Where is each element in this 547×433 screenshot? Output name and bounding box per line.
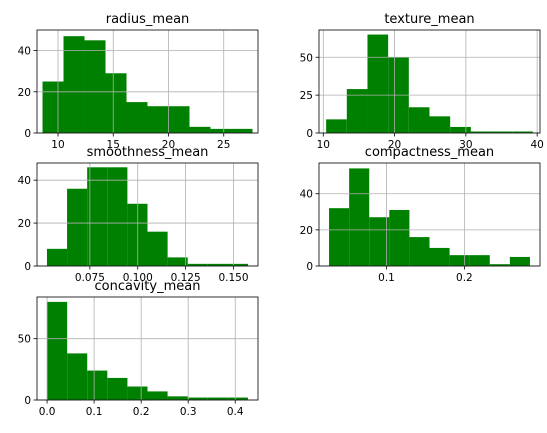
- y-tick-label: 0: [24, 128, 31, 140]
- x-tick-label: 20: [388, 139, 401, 151]
- histogram-bar: [450, 126, 471, 133]
- histogram-bar: [107, 167, 128, 266]
- y-tick-label: 20: [18, 218, 31, 230]
- x-tick-label: 0.100: [123, 272, 153, 284]
- x-tick-label: 40: [530, 139, 543, 151]
- x-tick-label: 0.0: [39, 406, 56, 418]
- histogram-bar: [227, 397, 248, 400]
- y-tick-label: 0: [24, 261, 31, 273]
- subplot-title: concavity_mean: [95, 279, 201, 294]
- y-tick-label: 50: [300, 52, 313, 64]
- histogram-bar: [491, 131, 513, 133]
- histogram-bar: [231, 128, 253, 133]
- y-tick-label: 0: [24, 395, 31, 407]
- y-tick-label: 25: [300, 90, 313, 102]
- histogram-bar: [187, 263, 208, 266]
- histogram-bar: [105, 73, 127, 133]
- histogram-bar: [42, 81, 64, 133]
- subplot-title: smoothness_mean: [87, 145, 209, 160]
- histogram-bar: [346, 89, 368, 133]
- axes-frame: [36, 29, 259, 134]
- histogram-bar: [207, 263, 228, 266]
- x-tick-label: 20: [162, 139, 175, 151]
- subplot-radius_mean: 10 15 20 25 0 20 40 radius_mean: [18, 12, 259, 151]
- histogram-bar: [84, 40, 106, 133]
- y-tick-label: 40: [18, 46, 31, 58]
- x-tick-label: 0.075: [75, 272, 105, 284]
- histogram-bar: [489, 264, 510, 266]
- subplot-title: compactness_mean: [365, 145, 494, 160]
- y-tick-label: 20: [300, 225, 313, 237]
- histogram-bar: [389, 209, 410, 266]
- subplot-texture_mean: 10 20 30 40 0 25 50 texture_mean: [300, 12, 544, 151]
- axes-frame: [318, 162, 541, 267]
- histogram-bar: [429, 116, 451, 133]
- subplot-smoothness_mean: 0.075 0.100 0.125 0.150 0 20 40 smoothness_mean: [18, 145, 259, 284]
- histogram-bar: [126, 102, 148, 133]
- y-tick-label: 0: [306, 261, 313, 273]
- y-tick-label: 0: [306, 128, 313, 140]
- histogram-bar: [227, 263, 249, 266]
- histogram-bar: [127, 386, 148, 400]
- histogram-bar: [187, 397, 208, 400]
- histogram-bar: [147, 391, 168, 400]
- x-tick-label: 0.2: [456, 272, 473, 284]
- histogram-bar: [63, 36, 85, 133]
- histogram-bar: [210, 128, 232, 133]
- x-tick-label: 30: [459, 139, 472, 151]
- histogram-bar: [67, 353, 88, 400]
- x-tick-label: 0.1: [378, 272, 395, 284]
- y-tick-label: 20: [18, 87, 31, 99]
- histogram-bar: [470, 131, 492, 133]
- x-tick-label: 0.4: [227, 406, 244, 418]
- histogram-bar: [512, 131, 533, 133]
- histogram-bar: [369, 217, 390, 266]
- y-tick-label: 50: [18, 334, 31, 346]
- histogram-bar: [349, 168, 370, 266]
- x-tick-label: 0.3: [180, 406, 197, 418]
- axes-frame: [318, 29, 541, 134]
- x-tick-label: 10: [51, 139, 64, 151]
- histogram-bar: [87, 370, 108, 400]
- histogram-bar: [167, 396, 188, 400]
- x-tick-label: 10: [317, 139, 330, 151]
- histogram-bar: [168, 106, 190, 133]
- histogram-bar: [329, 208, 350, 266]
- x-tick-label: 0.150: [218, 272, 248, 284]
- x-tick-label: 15: [107, 139, 120, 151]
- y-tick-label: 40: [300, 189, 313, 201]
- histogram-bar: [409, 237, 430, 266]
- subplot-compactness_mean: 0.1 0.2 0 20 40 compactness_mean: [300, 145, 541, 284]
- x-tick-label: 25: [217, 139, 230, 151]
- histogram-bar: [147, 231, 168, 266]
- histogram-bar: [87, 167, 108, 266]
- histogram-bar: [147, 106, 169, 133]
- histogram-bar: [326, 119, 347, 133]
- histogram-bar: [47, 301, 68, 400]
- histogram-bar: [46, 248, 68, 266]
- histogram-bar: [207, 397, 228, 400]
- subplot-title: texture_mean: [384, 12, 474, 27]
- histogram-bar: [189, 126, 211, 133]
- x-tick-label: 0.1: [86, 406, 103, 418]
- histogram-bar: [408, 107, 430, 133]
- histogram-bar: [449, 255, 470, 266]
- axes-frame: [36, 296, 259, 401]
- subplot-title: radius_mean: [106, 12, 190, 27]
- histogram-bar: [67, 188, 88, 266]
- histogram-bar: [107, 377, 128, 400]
- histogram-bar: [167, 257, 188, 266]
- histogram-bar: [429, 247, 450, 266]
- x-tick-label: 0.125: [171, 272, 201, 284]
- histogram-bar: [509, 256, 530, 266]
- subplot-concavity_mean: 0.0 0.1 0.2 0.3 0.4 0 50 concavity_mean: [18, 279, 259, 418]
- histogram-bar: [469, 255, 490, 266]
- x-tick-label: 0.2: [133, 406, 150, 418]
- axes-frame: [36, 162, 259, 267]
- y-tick-label: 40: [18, 175, 31, 187]
- histogram-bar: [367, 34, 389, 134]
